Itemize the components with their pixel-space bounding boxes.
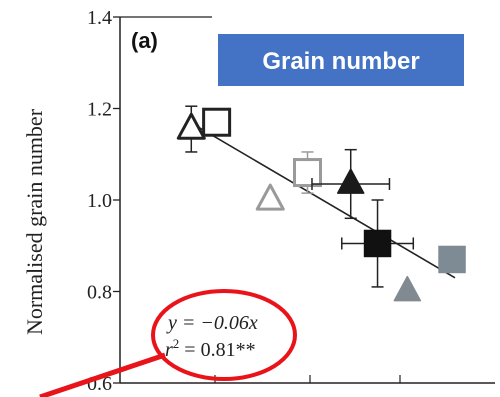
title-badge-text: Grain number (262, 48, 419, 75)
r-squared-sup: 2 (173, 336, 180, 351)
equation-text: y = −0.06x (166, 312, 258, 334)
data-point (293, 151, 323, 194)
triangle-marker (176, 112, 206, 140)
square-marker (293, 158, 323, 188)
y-axis-label: Normalised grain number (22, 108, 47, 335)
data-point (438, 245, 466, 274)
data-point (202, 107, 232, 137)
y-tick-label: 1.0 (87, 190, 112, 212)
triangle-marker (255, 183, 285, 211)
highlight-ellipse (151, 289, 297, 381)
r-squared-r: r (165, 339, 173, 361)
y-tick-label: 0.8 (87, 282, 112, 304)
square-marker (438, 245, 466, 274)
triangle-marker (393, 275, 422, 302)
y-tick-label: 1.4 (87, 7, 112, 29)
square-marker (363, 229, 392, 258)
panel-label: (a) (131, 28, 158, 53)
regression-line (189, 121, 456, 279)
y-ticks: 0.60.81.01.21.4 (87, 7, 120, 395)
title-badge (218, 34, 464, 86)
data-point (393, 275, 422, 302)
r-squared-value: = 0.81** (179, 339, 255, 361)
data-points (176, 105, 466, 302)
triangle-marker (336, 168, 365, 194)
r-squared-text: r2 = 0.81** (165, 336, 256, 361)
data-point (255, 183, 285, 211)
highlight-pointer (39, 352, 166, 397)
square-marker (202, 107, 232, 137)
data-point (311, 148, 391, 220)
data-point (176, 105, 206, 153)
data-point (341, 199, 415, 288)
y-tick-label: 1.2 (87, 99, 112, 121)
